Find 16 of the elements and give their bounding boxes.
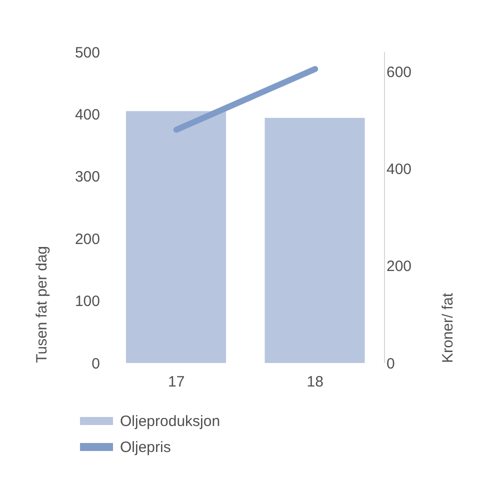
y-tick-label: 200 bbox=[74, 230, 100, 248]
y2-axis-title: Kroner/ fat bbox=[440, 292, 456, 363]
y2-tick-label: 400 bbox=[386, 160, 412, 178]
y-tick-label: 0 bbox=[92, 355, 100, 372]
y-tick-label: 100 bbox=[74, 293, 100, 310]
y-tick-label: 400 bbox=[74, 106, 100, 124]
y2-tick-label: 600 bbox=[386, 64, 412, 81]
legend-label: Oljepris bbox=[120, 438, 171, 456]
y-tick-label: 500 bbox=[74, 44, 100, 62]
x-tick-label: 18 bbox=[306, 374, 324, 391]
legend-label: Oljeproduksjon bbox=[120, 412, 220, 430]
y2-tick-label: 0 bbox=[386, 355, 395, 372]
x-tick-label: 17 bbox=[168, 374, 185, 391]
y2-tick-label: 200 bbox=[386, 258, 412, 276]
y-axis-title: Tusen fat per dag bbox=[34, 246, 50, 363]
y-tick-label: 300 bbox=[74, 168, 100, 186]
